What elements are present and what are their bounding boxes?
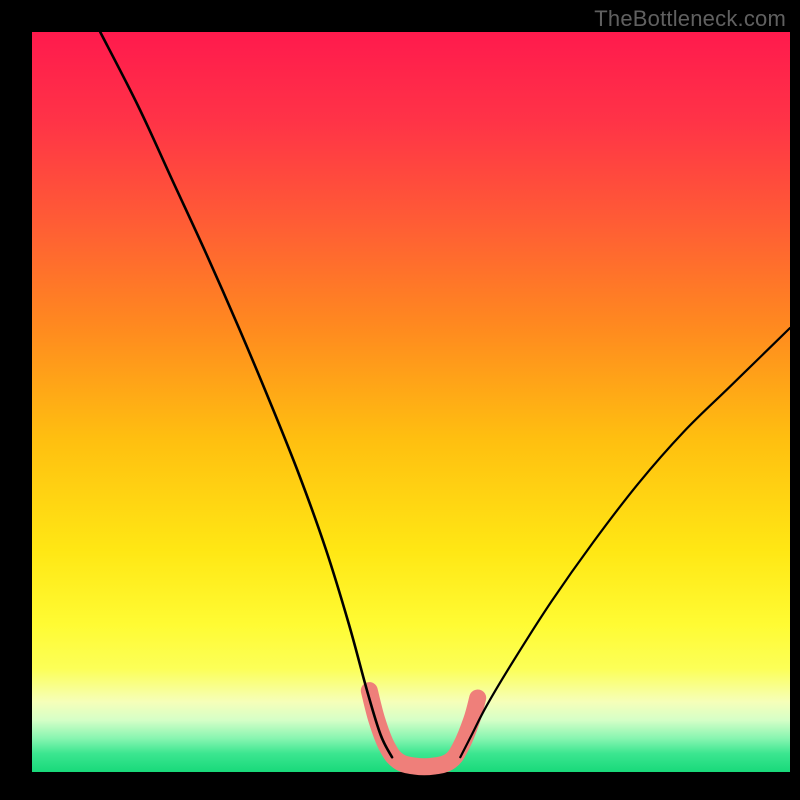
- gradient-plot-background: [32, 32, 790, 772]
- bottleneck-chart-svg: [0, 0, 800, 800]
- watermark-label: TheBottleneck.com: [594, 6, 786, 32]
- chart-canvas: TheBottleneck.com: [0, 0, 800, 800]
